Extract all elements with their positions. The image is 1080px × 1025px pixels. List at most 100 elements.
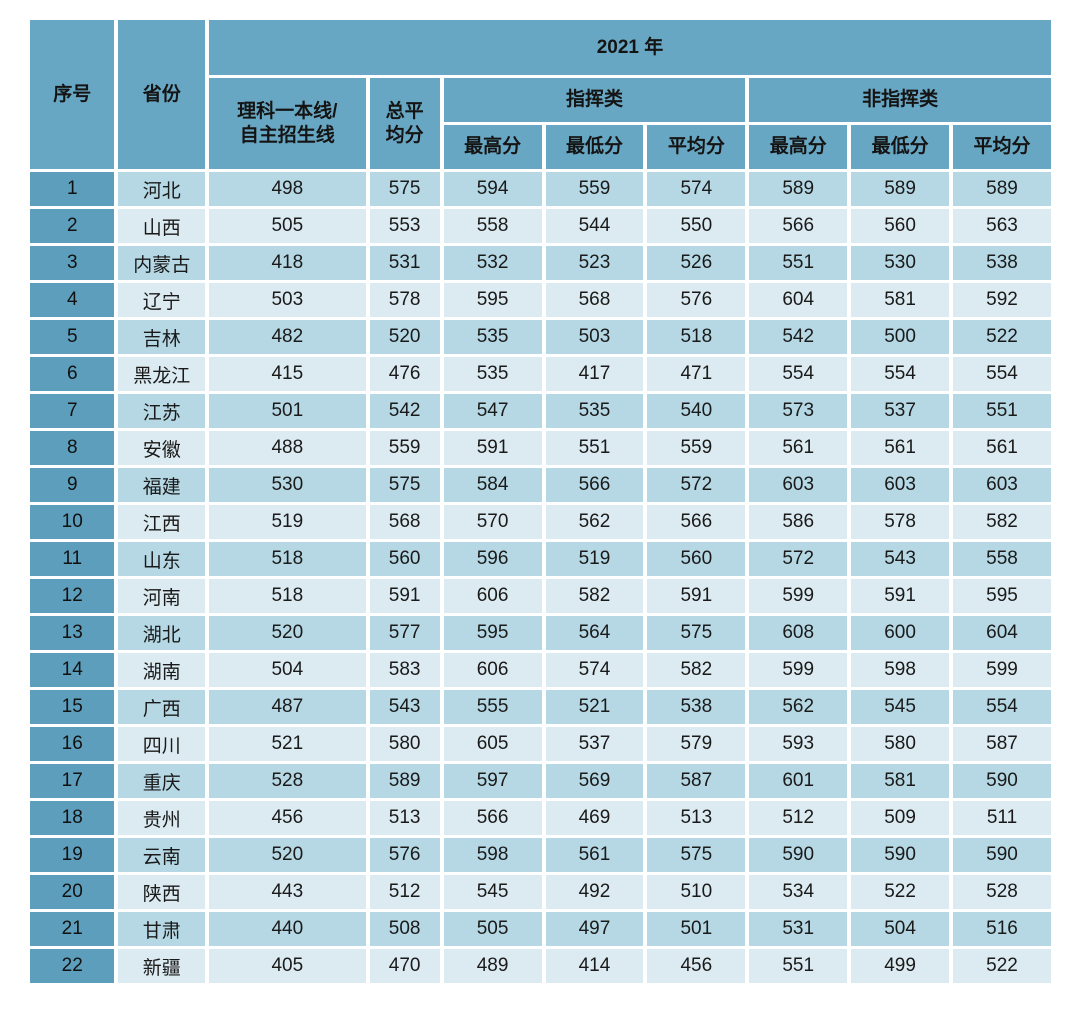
cell-province: 陕西: [118, 875, 205, 909]
cell-science-line: 418: [209, 246, 366, 280]
cell-cmd-avg: 513: [647, 801, 746, 835]
cell-province: 吉林: [118, 320, 205, 354]
cell-cmd-min: 537: [545, 727, 644, 761]
cell-cmd-avg: 559: [647, 431, 746, 465]
table-row: 1 河北 498 575 594 559 574 589 589 589: [30, 172, 1051, 206]
cell-science-line: 530: [209, 468, 366, 502]
cell-serial-number: 15: [30, 690, 115, 724]
header-year-2021: 2021 年: [209, 20, 1051, 75]
cell-noncmd-avg: 592: [953, 283, 1051, 317]
cell-total-average: 531: [369, 246, 440, 280]
cell-noncmd-max: 589: [749, 172, 848, 206]
cell-total-average: 578: [369, 283, 440, 317]
cell-science-line: 519: [209, 505, 366, 539]
cell-noncmd-max: 604: [749, 283, 848, 317]
header-science-first-tier-line: 理科一本线/ 自主招生线: [209, 78, 366, 169]
cell-noncmd-min: 499: [851, 949, 950, 983]
cell-cmd-max: 532: [443, 246, 542, 280]
table-row: 20 陕西 443 512 545 492 510 534 522 528: [30, 875, 1051, 909]
cell-cmd-max: 594: [443, 172, 542, 206]
cell-total-average: 508: [369, 912, 440, 946]
cell-cmd-avg: 576: [647, 283, 746, 317]
cell-cmd-max: 535: [443, 357, 542, 391]
cell-serial-number: 22: [30, 949, 115, 983]
cell-science-line: 520: [209, 838, 366, 872]
cell-noncmd-min: 589: [851, 172, 950, 206]
cell-total-average: 559: [369, 431, 440, 465]
cell-serial-number: 16: [30, 727, 115, 761]
cell-science-line: 440: [209, 912, 366, 946]
table-header: 序号 省份 2021 年 理科一本线/ 自主招生线 总平 均分 指挥类 非指挥类…: [30, 20, 1051, 169]
cell-science-line: 498: [209, 172, 366, 206]
cell-cmd-max: 598: [443, 838, 542, 872]
table-row: 8 安徽 488 559 591 551 559 561 561 561: [30, 431, 1051, 465]
cell-science-line: 503: [209, 283, 366, 317]
cell-province: 重庆: [118, 764, 205, 798]
cell-noncmd-min: 598: [851, 653, 950, 687]
cell-science-line: 501: [209, 394, 366, 428]
cell-noncmd-min: 543: [851, 542, 950, 576]
cell-cmd-min: 574: [545, 653, 644, 687]
table-row: 18 贵州 456 513 566 469 513 512 509 511: [30, 801, 1051, 835]
table-row: 22 新疆 405 470 489 414 456 551 499 522: [30, 949, 1051, 983]
cell-serial-number: 11: [30, 542, 115, 576]
header-noncmd-min-score: 最低分: [851, 125, 950, 169]
cell-cmd-avg: 572: [647, 468, 746, 502]
cell-total-average: 543: [369, 690, 440, 724]
cell-noncmd-max: 554: [749, 357, 848, 391]
header-noncmd-max-score: 最高分: [749, 125, 848, 169]
cell-noncmd-max: 566: [749, 209, 848, 243]
cell-serial-number: 5: [30, 320, 115, 354]
cell-cmd-min: 569: [545, 764, 644, 798]
cell-science-line: 456: [209, 801, 366, 835]
header-noncommand-category: 非指挥类: [749, 78, 1051, 122]
cell-noncmd-avg: 603: [953, 468, 1051, 502]
cell-province: 辽宁: [118, 283, 205, 317]
cell-total-average: 580: [369, 727, 440, 761]
cell-serial-number: 10: [30, 505, 115, 539]
cell-cmd-avg: 471: [647, 357, 746, 391]
header-noncmd-avg-score: 平均分: [953, 125, 1051, 169]
cell-total-average: 575: [369, 172, 440, 206]
cell-noncmd-avg: 589: [953, 172, 1051, 206]
cell-cmd-max: 505: [443, 912, 542, 946]
cell-cmd-min: 544: [545, 209, 644, 243]
cell-cmd-min: 559: [545, 172, 644, 206]
table-row: 21 甘肃 440 508 505 497 501 531 504 516: [30, 912, 1051, 946]
cell-noncmd-avg: 538: [953, 246, 1051, 280]
cell-science-line: 443: [209, 875, 366, 909]
cell-province: 贵州: [118, 801, 205, 835]
cell-cmd-min: 562: [545, 505, 644, 539]
cell-cmd-max: 547: [443, 394, 542, 428]
cell-total-average: 512: [369, 875, 440, 909]
cell-noncmd-avg: 516: [953, 912, 1051, 946]
cell-noncmd-max: 573: [749, 394, 848, 428]
header-cmd-max-score: 最高分: [443, 125, 542, 169]
cell-noncmd-min: 500: [851, 320, 950, 354]
header-cmd-min-score: 最低分: [545, 125, 644, 169]
cell-province: 云南: [118, 838, 205, 872]
cell-cmd-max: 535: [443, 320, 542, 354]
cell-noncmd-max: 542: [749, 320, 848, 354]
table-row: 13 湖北 520 577 595 564 575 608 600 604: [30, 616, 1051, 650]
table-row: 12 河南 518 591 606 582 591 599 591 595: [30, 579, 1051, 613]
cell-noncmd-avg: 554: [953, 357, 1051, 391]
cell-serial-number: 17: [30, 764, 115, 798]
table-row: 19 云南 520 576 598 561 575 590 590 590: [30, 838, 1051, 872]
cell-cmd-min: 492: [545, 875, 644, 909]
table-row: 4 辽宁 503 578 595 568 576 604 581 592: [30, 283, 1051, 317]
cell-serial-number: 9: [30, 468, 115, 502]
cell-cmd-max: 545: [443, 875, 542, 909]
cell-cmd-avg: 501: [647, 912, 746, 946]
cell-noncmd-avg: 604: [953, 616, 1051, 650]
cell-cmd-min: 582: [545, 579, 644, 613]
cell-cmd-min: 469: [545, 801, 644, 835]
cell-noncmd-max: 551: [749, 246, 848, 280]
cell-serial-number: 2: [30, 209, 115, 243]
cell-serial-number: 4: [30, 283, 115, 317]
cell-province: 山东: [118, 542, 205, 576]
cell-noncmd-min: 580: [851, 727, 950, 761]
cell-cmd-avg: 579: [647, 727, 746, 761]
cell-cmd-avg: 566: [647, 505, 746, 539]
header-row-groups: 理科一本线/ 自主招生线 总平 均分 指挥类 非指挥类: [30, 78, 1051, 169]
